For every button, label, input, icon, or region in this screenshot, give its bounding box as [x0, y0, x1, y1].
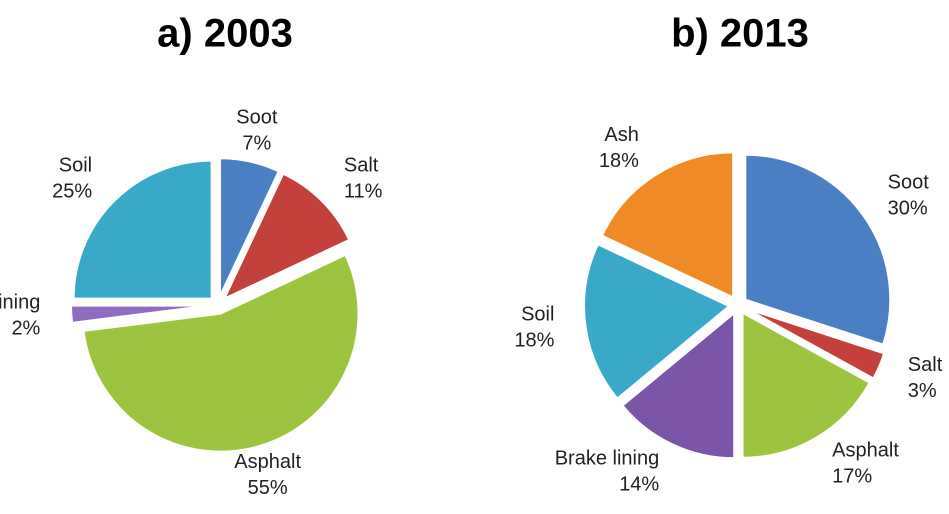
slice-value: 18%	[599, 150, 639, 172]
pie-slice	[741, 311, 872, 459]
slice-value: 25%	[52, 180, 92, 202]
slice-label: Salt	[908, 354, 943, 376]
slice-label: Soil	[521, 303, 554, 325]
slice-label: Asphalt	[234, 451, 301, 473]
slice-label: Ash	[604, 124, 638, 146]
pie-slice	[745, 307, 886, 380]
pie-slice	[583, 243, 731, 400]
pie-slice	[70, 304, 210, 324]
slice-value: 7%	[242, 133, 271, 155]
pie-slice	[744, 153, 892, 346]
slice-label: Soot	[888, 172, 930, 194]
pie-slice	[621, 311, 736, 460]
slice-value: 18%	[514, 329, 554, 351]
slice-label: Soot	[236, 107, 278, 129]
slice-label: Brake lining	[555, 448, 660, 470]
slice-label: Brake lining	[0, 291, 40, 313]
pie-slice	[600, 151, 735, 299]
slice-label: Salt	[344, 154, 379, 176]
chart-title: a) 2003	[157, 12, 293, 56]
slice-label: Soil	[59, 154, 92, 176]
slice-value: 3%	[908, 380, 937, 402]
slice-value: 17%	[832, 466, 872, 488]
slice-label: Asphalt	[832, 440, 899, 462]
chart-title: b) 2013	[671, 12, 809, 56]
pie-slice	[82, 253, 360, 453]
pie-slice	[222, 172, 351, 301]
slice-value: 55%	[248, 477, 288, 499]
slice-value: 30%	[888, 198, 928, 220]
slice-value: 14%	[619, 474, 659, 496]
slice-value: 2%	[11, 317, 40, 339]
slice-value: 11%	[344, 180, 383, 202]
pie-slice	[218, 157, 281, 297]
pie-slice	[72, 159, 213, 300]
